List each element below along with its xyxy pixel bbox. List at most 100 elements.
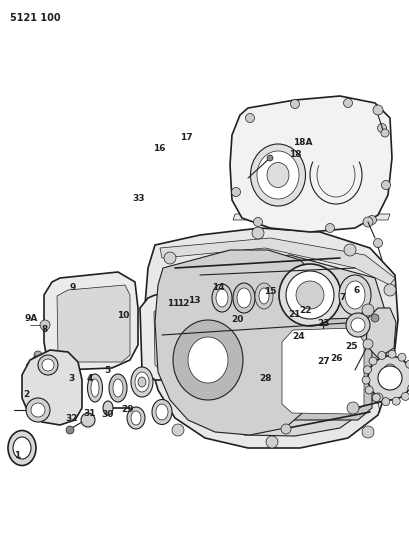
Ellipse shape [138,377,146,387]
Circle shape [164,252,175,264]
Ellipse shape [135,372,148,392]
Ellipse shape [236,288,250,308]
Text: 9: 9 [70,284,76,292]
Text: 23: 23 [316,319,328,328]
Ellipse shape [285,271,333,319]
Ellipse shape [216,289,227,307]
Ellipse shape [91,379,99,397]
Text: 29: 29 [121,405,133,414]
Polygon shape [270,318,371,420]
Ellipse shape [173,320,243,400]
Circle shape [380,129,388,137]
Ellipse shape [258,288,268,304]
Ellipse shape [103,401,113,415]
Circle shape [366,215,375,224]
Circle shape [380,181,389,190]
Circle shape [373,238,382,247]
Circle shape [245,114,254,123]
Text: 3: 3 [68,374,75,383]
Text: 20: 20 [231,316,243,324]
Text: 24: 24 [292,333,304,341]
Polygon shape [57,285,130,362]
Circle shape [362,366,371,374]
Circle shape [280,424,290,434]
Circle shape [364,386,372,394]
Circle shape [345,313,369,337]
Text: 28: 28 [259,374,271,383]
Circle shape [361,376,369,384]
Text: 30: 30 [101,410,113,419]
Polygon shape [157,255,387,436]
Circle shape [361,426,373,438]
Circle shape [31,403,45,417]
Polygon shape [160,238,394,285]
Circle shape [377,124,386,133]
Ellipse shape [8,431,36,465]
Ellipse shape [152,400,172,424]
Circle shape [81,413,95,427]
Ellipse shape [87,374,102,402]
Polygon shape [145,228,397,448]
Text: 1: 1 [14,451,20,460]
Circle shape [381,398,389,406]
Circle shape [350,318,364,332]
Circle shape [407,384,409,392]
Text: 15: 15 [264,287,276,296]
Text: 17: 17 [180,133,192,142]
Text: 6: 6 [353,286,359,295]
Circle shape [253,217,262,227]
Circle shape [368,357,376,365]
Ellipse shape [256,151,298,199]
Circle shape [383,284,395,296]
Polygon shape [365,308,395,358]
Text: 16: 16 [153,144,165,152]
Circle shape [172,424,184,436]
Circle shape [343,244,355,256]
Circle shape [66,426,74,434]
Circle shape [231,188,240,197]
Circle shape [361,304,373,316]
Ellipse shape [188,337,227,383]
Ellipse shape [211,284,231,312]
Circle shape [290,100,299,109]
Circle shape [397,353,405,361]
Polygon shape [44,272,138,370]
Circle shape [26,398,50,422]
Polygon shape [232,214,389,220]
Circle shape [325,223,334,232]
Text: 11: 11 [166,300,179,308]
Ellipse shape [295,281,323,309]
Circle shape [252,227,263,239]
Circle shape [405,360,409,368]
Circle shape [383,364,395,376]
Polygon shape [155,250,324,435]
Ellipse shape [155,404,168,420]
Circle shape [372,393,382,403]
Text: 9A: 9A [24,314,37,323]
Ellipse shape [250,144,305,206]
Circle shape [377,366,401,390]
Circle shape [377,351,385,359]
Text: 5121 100: 5121 100 [10,13,61,23]
Circle shape [372,105,382,115]
Text: 32: 32 [65,414,78,423]
Polygon shape [154,302,204,374]
Polygon shape [139,290,214,380]
Text: 7: 7 [338,293,345,302]
Circle shape [266,155,272,161]
Ellipse shape [338,275,370,315]
Ellipse shape [131,367,153,397]
Circle shape [40,320,50,330]
Text: 4: 4 [86,374,92,383]
Ellipse shape [232,283,254,313]
Ellipse shape [127,407,145,429]
Text: 33: 33 [132,194,144,203]
Text: 18: 18 [288,150,301,159]
Text: 5: 5 [104,366,110,375]
Ellipse shape [344,281,364,309]
Circle shape [42,359,54,371]
Circle shape [400,392,409,400]
Circle shape [371,394,379,402]
Ellipse shape [13,437,31,459]
Circle shape [362,217,372,227]
